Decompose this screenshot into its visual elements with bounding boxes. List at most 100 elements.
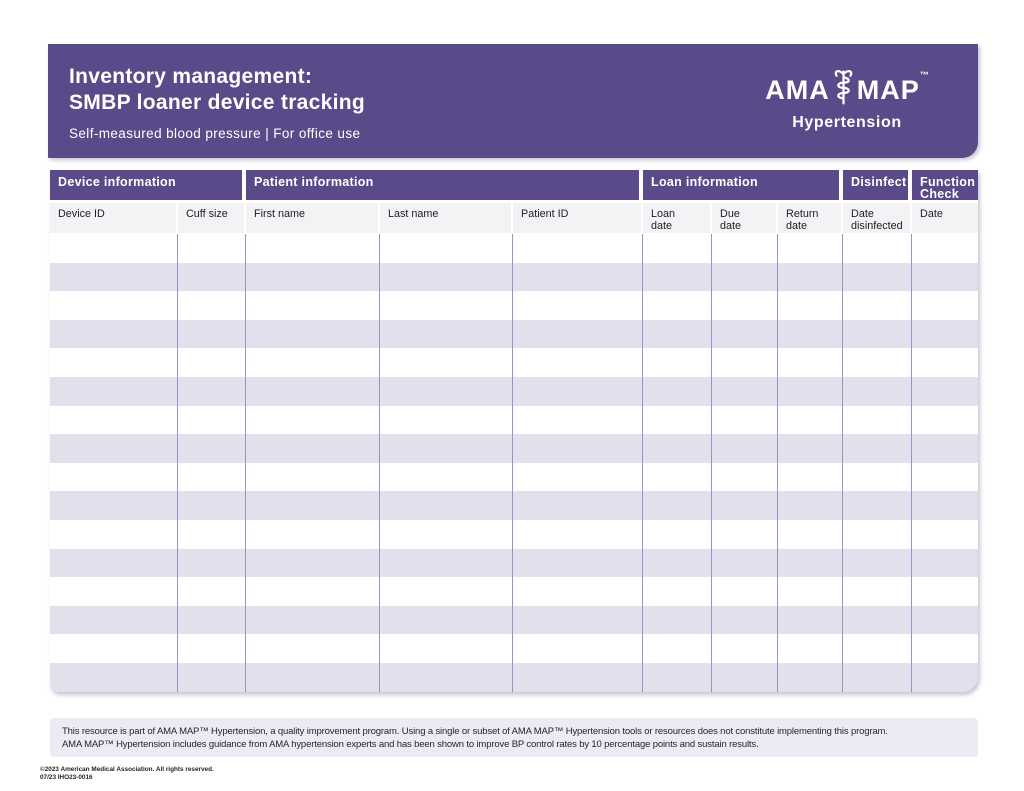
table-row: [50, 376, 978, 406]
table-row: [50, 548, 978, 578]
empty-cell: [778, 376, 844, 406]
table-row: [50, 434, 978, 463]
empty-cell: [246, 434, 380, 463]
empty-cell: [246, 462, 380, 492]
empty-cell: [843, 405, 913, 435]
empty-cell: [178, 348, 246, 377]
ama-map-logo: AMA MAP ™ Hypertension: [742, 68, 952, 132]
empty-cell: [778, 491, 844, 520]
empty-cell: [912, 548, 978, 578]
empty-cell: [843, 348, 913, 377]
title-line-2: SMBP loaner device tracking: [69, 91, 365, 114]
table-row: [50, 577, 978, 606]
col-loan-date: Loan date: [643, 203, 713, 234]
empty-cell: [50, 348, 178, 377]
empty-cell: [912, 405, 978, 435]
empty-cell: [843, 319, 913, 349]
empty-cell: [50, 405, 178, 435]
empty-cell: [912, 234, 978, 263]
caduceus-icon: [832, 68, 855, 111]
empty-cell: [778, 348, 844, 377]
table-row: [50, 234, 978, 263]
empty-cell: [50, 577, 178, 606]
page-title: Inventory management: SMBP loaner device…: [69, 64, 365, 141]
logo-program-name: Hypertension: [792, 114, 902, 131]
empty-cell: [380, 319, 513, 349]
empty-cell: [513, 634, 644, 663]
table-body: [50, 234, 978, 692]
empty-cell: [643, 462, 713, 492]
empty-cell: [712, 491, 779, 520]
empty-cell: [513, 662, 644, 692]
empty-cell: [380, 234, 513, 263]
subtitle: Self-measured blood pressure | For offic…: [69, 126, 361, 141]
copyright-line: ©2023 American Medical Association. All …: [40, 766, 214, 773]
empty-cell: [912, 434, 978, 463]
empty-cell: [380, 376, 513, 406]
empty-cell: [50, 262, 178, 292]
col-cuff-size: Cuff size: [178, 203, 246, 234]
column-header-row: Device ID Cuff size First name Last name…: [50, 203, 978, 234]
empty-cell: [643, 291, 713, 320]
empty-cell: [912, 376, 978, 406]
empty-cell: [778, 291, 844, 320]
empty-cell: [712, 291, 779, 320]
empty-cell: [380, 634, 513, 663]
empty-cell: [50, 434, 178, 463]
table-row: [50, 319, 978, 349]
empty-cell: [712, 262, 779, 292]
empty-cell: [50, 662, 178, 692]
empty-cell: [380, 434, 513, 463]
table-row: [50, 462, 978, 492]
title-line-1: Inventory management:: [69, 65, 313, 88]
empty-cell: [380, 548, 513, 578]
empty-cell: [778, 634, 844, 663]
empty-cell: [178, 376, 246, 406]
empty-cell: [778, 605, 844, 635]
empty-cell: [912, 491, 978, 520]
empty-cell: [643, 348, 713, 377]
empty-cell: [843, 662, 913, 692]
logo-map-text: MAP: [856, 74, 920, 105]
empty-cell: [712, 519, 779, 549]
empty-cell: [843, 376, 913, 406]
empty-cell: [843, 291, 913, 320]
col-last-name: Last name: [380, 203, 513, 234]
empty-cell: [380, 519, 513, 549]
empty-cell: [246, 376, 380, 406]
empty-cell: [912, 348, 978, 377]
empty-cell: [843, 262, 913, 292]
empty-cell: [380, 577, 513, 606]
empty-cell: [380, 291, 513, 320]
empty-cell: [178, 491, 246, 520]
empty-cell: [513, 462, 644, 492]
empty-cell: [178, 405, 246, 435]
empty-cell: [178, 234, 246, 263]
empty-cell: [912, 662, 978, 692]
empty-cell: [178, 519, 246, 549]
empty-cell: [912, 262, 978, 292]
group-function-check: Function Check: [912, 170, 978, 203]
empty-cell: [912, 605, 978, 635]
empty-cell: [246, 491, 380, 520]
empty-cell: [912, 319, 978, 349]
empty-cell: [513, 234, 644, 263]
empty-cell: [843, 434, 913, 463]
empty-cell: [778, 462, 844, 492]
table-row: [50, 348, 978, 377]
empty-cell: [912, 577, 978, 606]
empty-cell: [843, 548, 913, 578]
empty-cell: [843, 519, 913, 549]
empty-cell: [712, 577, 779, 606]
empty-cell: [643, 519, 713, 549]
empty-cell: [513, 577, 644, 606]
empty-cell: [912, 519, 978, 549]
col-function-check-date: Date: [912, 203, 978, 234]
empty-cell: [643, 319, 713, 349]
empty-cell: [246, 319, 380, 349]
table-row: [50, 491, 978, 520]
empty-cell: [513, 434, 644, 463]
empty-cell: [843, 234, 913, 263]
empty-cell: [843, 634, 913, 663]
empty-cell: [178, 291, 246, 320]
